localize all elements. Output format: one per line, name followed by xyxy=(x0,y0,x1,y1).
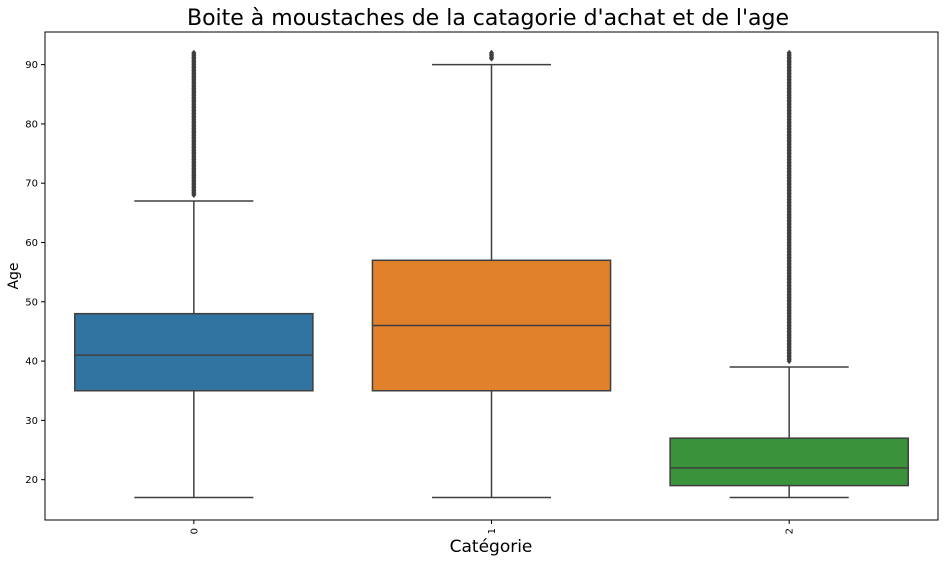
y-tick-label: 80 xyxy=(25,119,38,130)
y-tick-label: 90 xyxy=(25,60,38,71)
box-category-0 xyxy=(74,49,314,499)
x-tick-label: 1 xyxy=(487,528,498,534)
x-axis-label: Catégorie xyxy=(450,537,533,557)
outlier-point xyxy=(191,49,197,56)
y-tick-label: 50 xyxy=(25,297,38,308)
x-tick-label: 0 xyxy=(189,528,200,534)
y-tick-label: 30 xyxy=(25,416,38,427)
outliers xyxy=(191,49,197,199)
outliers xyxy=(489,49,494,62)
y-axis: 20 30 40 50 60 70 80 90 xyxy=(25,60,45,486)
y-tick-label: 60 xyxy=(25,238,38,249)
chart-title: Boite à moustaches de la catagorie d'ach… xyxy=(187,6,789,31)
box-category-1 xyxy=(371,49,612,499)
y-tick-label: 20 xyxy=(25,475,38,486)
y-tick-label: 70 xyxy=(25,179,38,190)
boxes-layer xyxy=(74,49,909,499)
x-axis: 0 1 2 xyxy=(189,520,796,534)
y-tick-label: 40 xyxy=(25,357,38,368)
box-category-2 xyxy=(669,49,909,499)
y-axis-label: Age xyxy=(6,262,22,289)
box-iqr xyxy=(74,312,314,392)
box-iqr xyxy=(669,437,909,487)
outliers xyxy=(786,49,792,365)
x-tick-label: 2 xyxy=(785,528,796,534)
outlier-point xyxy=(489,49,494,56)
outlier-point xyxy=(786,49,792,56)
